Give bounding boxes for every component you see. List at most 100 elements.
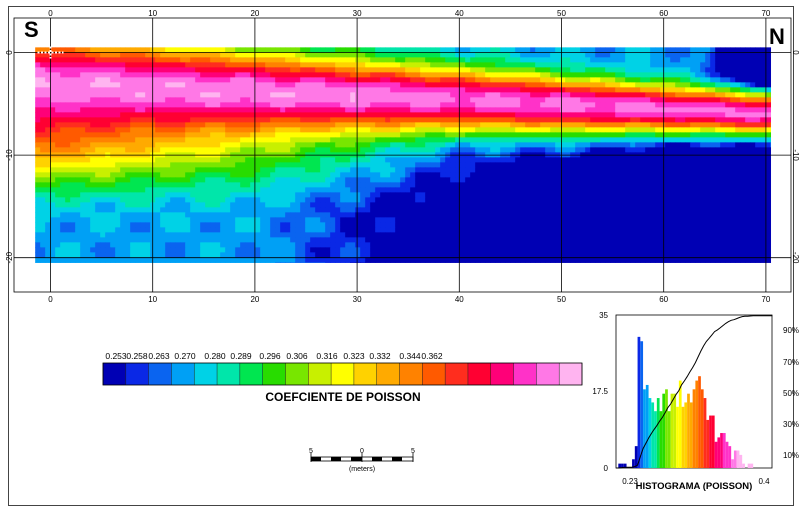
colorbar-swatch <box>148 363 172 385</box>
x-tick-label-top: 20 <box>250 9 259 18</box>
histogram-bar <box>728 446 732 468</box>
histogram-bar <box>742 463 745 468</box>
hist-pct-tick: 90% <box>783 326 799 335</box>
colorbar-swatch <box>194 363 218 385</box>
north-label: N <box>769 24 785 49</box>
histogram-bar <box>662 393 666 468</box>
colorbar-swatch <box>422 363 446 385</box>
heatmap-grid <box>14 18 791 292</box>
histogram-bar <box>700 389 704 468</box>
colorbar-tick-label: 0.263 <box>148 351 170 361</box>
y-tick-label-left: -10 <box>5 149 14 161</box>
hist-pct-tick: 30% <box>783 420 799 429</box>
histogram: 35 17.5 0 90% 70% 50% 30% 10% 0.23 0.4 HISTOGRAMA … <box>592 311 799 492</box>
hist-pct-tick: 70% <box>783 358 799 367</box>
scale-label: 5 <box>309 448 313 455</box>
histogram-bar <box>706 419 710 468</box>
histogram-bar <box>640 341 644 468</box>
colorbar-tick-label: 0.306 <box>286 351 308 361</box>
histogram-bar <box>618 463 622 468</box>
histogram-bar <box>703 398 707 468</box>
y-tick-label-left: -20 <box>5 251 14 263</box>
colorbar-tick-label: 0.253 <box>105 351 127 361</box>
y-tick-label-right: 0 <box>791 50 800 55</box>
colorbar-tick-label: 0.270 <box>174 351 196 361</box>
histogram-bar <box>739 454 743 468</box>
colorbar-swatch <box>217 363 241 385</box>
histogram-bar <box>637 336 641 468</box>
colorbar-swatch <box>445 363 469 385</box>
histogram-bar <box>692 389 696 468</box>
colorbar-swatch <box>376 363 400 385</box>
histogram-bar <box>747 463 751 468</box>
scale-bar: 5 0 5 (meters) <box>309 448 415 473</box>
histogram-bar <box>714 441 718 468</box>
colorbar-tick-label: 0.323 <box>343 351 365 361</box>
histogram-bar <box>632 459 635 468</box>
colorbar-tick-label: 0.332 <box>369 351 391 361</box>
histogram-bar <box>720 433 723 468</box>
histogram-bar <box>656 398 660 468</box>
poisson-heatmap <box>35 47 772 263</box>
colorbar-swatch <box>331 363 355 385</box>
histogram-bar <box>725 441 729 468</box>
histogram-bar <box>623 463 627 468</box>
scale-label: 0 <box>360 448 364 455</box>
cumulative-curve <box>616 315 773 469</box>
hist-x-tick: 0.4 <box>758 477 770 486</box>
histogram-bar <box>678 380 682 468</box>
colorbar-tick-label: 0.316 <box>316 351 338 361</box>
histogram-bar <box>722 433 726 468</box>
y-tick-label-right: -10 <box>791 149 800 161</box>
histogram-bar <box>676 406 679 468</box>
colorbar: 0.253 0.258 0.263 0.270 0.280 0.289 0.296 0.306… <box>102 351 583 404</box>
histogram-bar <box>689 402 693 468</box>
scale-units: (meters) <box>349 466 375 473</box>
histogram-bar <box>643 389 646 468</box>
x-tick-label-top: 0 <box>48 9 53 18</box>
x-tick-label-bottom: 20 <box>250 295 259 304</box>
histogram-bar <box>654 411 657 468</box>
histogram-bar <box>698 376 701 468</box>
heatmap-axis-frame <box>13 17 792 293</box>
histogram-bar <box>651 402 655 468</box>
histogram-bar <box>695 380 699 468</box>
histogram-bar <box>667 411 671 468</box>
histogram-bar <box>709 415 712 468</box>
x-tick-label-top: 60 <box>659 9 668 18</box>
colorbar-border <box>102 362 583 386</box>
histogram-bar <box>659 411 663 468</box>
histogram-title: HISTOGRAMA (POISSON) <box>636 481 753 492</box>
x-tick-label-bottom: 50 <box>557 295 566 304</box>
x-tick-label-top: 40 <box>455 9 464 18</box>
colorbar-swatch <box>353 363 378 385</box>
colorbar-swatch <box>171 363 195 385</box>
histogram-bar <box>645 384 649 468</box>
colorbar-swatch <box>125 363 149 385</box>
colorbar-swatch <box>239 363 263 385</box>
colorbar-tick-label: 0.296 <box>259 351 281 361</box>
x-tick-label-bottom: 60 <box>659 295 668 304</box>
histogram-bar <box>684 402 688 468</box>
histogram-bar <box>634 446 638 468</box>
colorbar-tick-label: 0.344 <box>399 351 421 361</box>
colorbar-tick-label: 0.362 <box>421 351 443 361</box>
colorbar-swatch <box>513 363 537 385</box>
colorbar-swatch <box>399 363 423 385</box>
histogram-bar <box>670 393 674 468</box>
colorbar-tick-label: 0.289 <box>230 351 252 361</box>
colorbar-swatch <box>285 363 309 385</box>
x-tick-label-top: 10 <box>148 9 157 18</box>
x-tick-label-bottom: 40 <box>455 295 464 304</box>
histogram-bar <box>717 437 721 468</box>
histogram-bar <box>731 459 734 468</box>
hist-y-tick: 0 <box>604 464 609 473</box>
histogram-bar <box>733 450 737 468</box>
histogram-bar <box>681 406 685 468</box>
scale-label: 5 <box>411 448 415 455</box>
histogram-bar <box>750 463 754 468</box>
colorbar-swatch <box>559 363 583 385</box>
colorbar-swatch <box>536 363 560 385</box>
histogram-bar <box>621 463 624 468</box>
